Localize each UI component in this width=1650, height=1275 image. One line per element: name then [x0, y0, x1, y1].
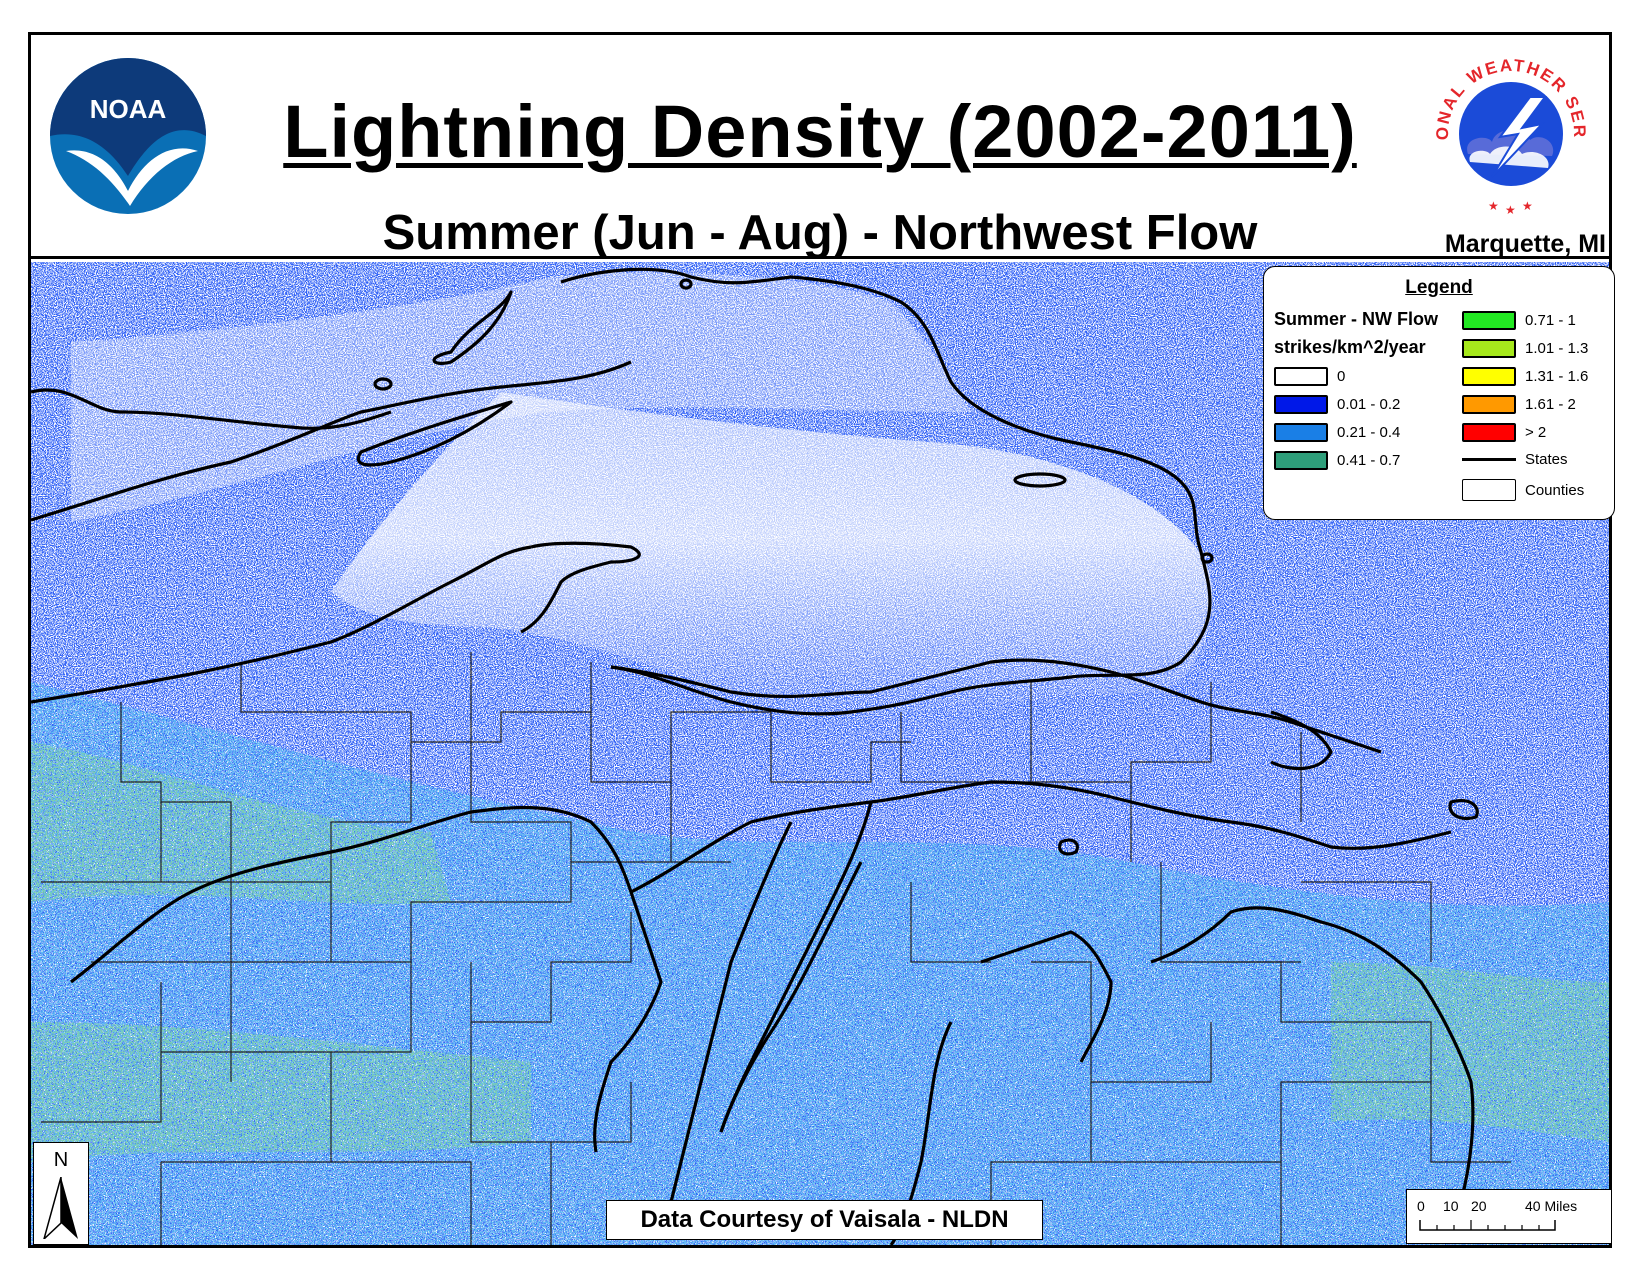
noaa-logo-text: NOAA — [90, 94, 167, 124]
legend-swatch — [1462, 423, 1516, 442]
state-boundaries — [31, 267, 1479, 1245]
legend-label: 1.31 - 1.6 — [1525, 368, 1589, 385]
legend-item-1: 0.01 - 0.2 — [1274, 395, 1400, 414]
legend-series: Summer - NW Flow — [1274, 309, 1439, 329]
legend-state-line — [1462, 458, 1516, 461]
legend-label: 0.71 - 1 — [1525, 312, 1576, 329]
noaa-logo: NOAA — [50, 58, 206, 214]
legend-swatch — [1274, 395, 1328, 414]
scale-bar: 0 10 20 40 Miles — [1406, 1189, 1612, 1244]
legend-label: 0 — [1337, 368, 1346, 385]
map-frame — [28, 32, 1612, 1248]
svg-text:★: ★ — [1488, 199, 1499, 213]
legend-swatch — [1462, 339, 1516, 358]
svg-text:★: ★ — [1505, 203, 1516, 217]
legend-label: 0.01 - 0.2 — [1337, 396, 1401, 413]
data-credit: Data Courtesy of Vaisala - NLDN — [606, 1200, 1043, 1240]
legend-item-8: > 2 — [1462, 423, 1546, 442]
legend-item-7: 1.61 - 2 — [1462, 395, 1576, 414]
legend-title: Legend — [1405, 277, 1473, 298]
legend-label: 0.41 - 0.7 — [1337, 452, 1401, 469]
legend-item-counties: Counties — [1462, 479, 1584, 501]
north-arrow-label: N — [53, 1149, 69, 1171]
scale-tick-label: 10 — [1443, 1198, 1459, 1214]
header: Lightning Density (2002-2011) Summer (Ju… — [31, 35, 1609, 260]
legend-item-5: 1.01 - 1.3 — [1462, 339, 1588, 358]
legend-label: 1.61 - 2 — [1525, 396, 1576, 413]
legend-item-4: 0.71 - 1 — [1462, 311, 1576, 330]
legend-label: > 2 — [1525, 424, 1547, 441]
legend-label: Counties — [1525, 481, 1585, 499]
legend-swatch — [1462, 311, 1516, 330]
lightning-density-map — [31, 262, 1609, 1245]
legend-item-states: States — [1462, 451, 1568, 468]
lake-superior-fade — [331, 392, 1213, 719]
scale-tick-label: 20 — [1471, 1198, 1487, 1214]
legend-item-0: 0 — [1274, 367, 1345, 386]
legend-item-6: 1.31 - 1.6 — [1462, 367, 1588, 386]
county-boundaries — [41, 652, 1511, 1245]
office-label: Marquette, MI — [1444, 230, 1606, 258]
legend-swatch — [1274, 451, 1328, 470]
legend-units: strikes/km^2/year — [1274, 337, 1426, 357]
legend-label: 0.21 - 0.4 — [1337, 424, 1401, 441]
map-panel — [31, 262, 1609, 1245]
north-arrow: N — [33, 1142, 89, 1245]
legend-label: States — [1525, 451, 1568, 468]
svg-text:★: ★ — [1522, 199, 1533, 213]
nws-logo: NATIONAL WEATHER SERVICE ★ ★ ★ — [1430, 42, 1587, 217]
legend-swatch — [1274, 367, 1328, 386]
legend-county-box — [1462, 479, 1516, 501]
scale-tick-label: 40 Miles — [1525, 1198, 1578, 1214]
north-arrow-icon — [43, 1177, 78, 1239]
legend-item-3: 0.41 - 0.7 — [1274, 451, 1400, 470]
legend-swatch — [1462, 367, 1516, 386]
map-legend: Legend Summer - NW Flow strikes/km^2/yea… — [1263, 266, 1615, 520]
page-title: Lightning Density (2002-2011) — [283, 90, 1357, 173]
scale-tick-label: 0 — [1417, 1198, 1425, 1214]
legend-swatch — [1462, 395, 1516, 414]
scale-bar-ruler — [1419, 1220, 1556, 1231]
page-subtitle: Summer (Jun - Aug) - Northwest Flow — [382, 206, 1258, 260]
legend-item-2: 0.21 - 0.4 — [1274, 423, 1400, 442]
legend-label: 1.01 - 1.3 — [1525, 340, 1589, 357]
legend-swatch — [1274, 423, 1328, 442]
